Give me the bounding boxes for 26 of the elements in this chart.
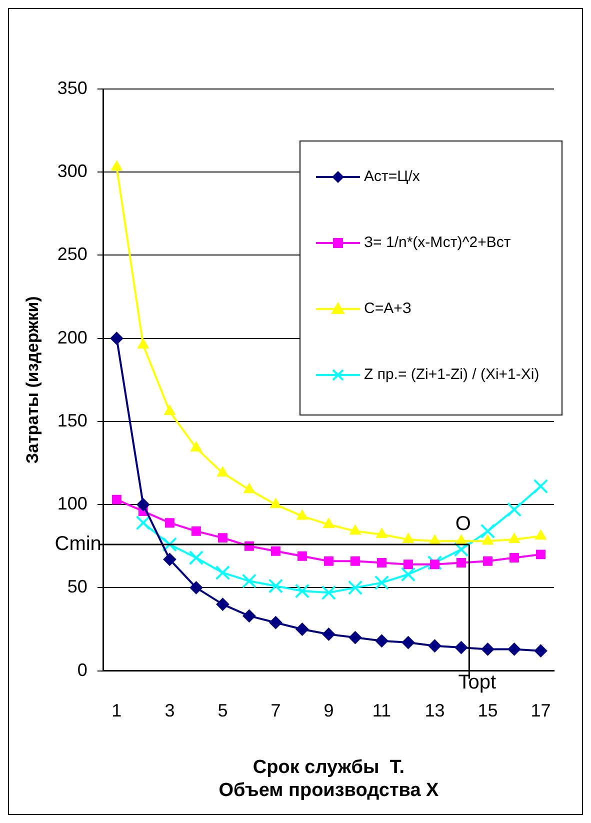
x-tick-label: 1 bbox=[112, 700, 122, 721]
x-tick-label: 17 bbox=[530, 700, 551, 721]
y-tick-label: 350 bbox=[57, 78, 88, 98]
y-tick-label: 250 bbox=[57, 244, 88, 264]
x-tick-label: 5 bbox=[218, 700, 228, 721]
y-tick-label: 0 bbox=[77, 660, 88, 680]
x-tick-label: 11 bbox=[372, 700, 392, 721]
ref-line-label: Cmin bbox=[54, 532, 102, 555]
x-tick-label: 7 bbox=[270, 700, 281, 721]
y-tick-label: 100 bbox=[57, 494, 88, 514]
y-tick-label: 50 bbox=[67, 576, 88, 597]
y-axis-title: Затраты (издержки) bbox=[22, 296, 42, 464]
y-tick-label: 300 bbox=[57, 161, 88, 182]
annotation: O bbox=[455, 512, 471, 535]
x-tick-label: 15 bbox=[478, 700, 498, 721]
y-tick-label: 150 bbox=[57, 410, 88, 430]
ref-line-label: Topt bbox=[458, 671, 497, 694]
legend-label: Аст=Ц/х bbox=[364, 168, 420, 186]
legend-label: Z пр.= (Zi+1-Zi) / (Xi+1-Xi) bbox=[364, 366, 540, 384]
x-tick-label: 3 bbox=[164, 700, 175, 721]
y-tick-label: 200 bbox=[57, 327, 88, 348]
x-tick-label: 13 bbox=[424, 700, 445, 721]
legend-label: З= 1/n*(x-Мст)^2+Вст bbox=[364, 234, 511, 252]
x-tick-label: 9 bbox=[324, 700, 334, 721]
x-axis-title: Срок службы Т. Объем производства Х bbox=[218, 757, 440, 801]
legend-label: С=А+З bbox=[364, 300, 412, 318]
